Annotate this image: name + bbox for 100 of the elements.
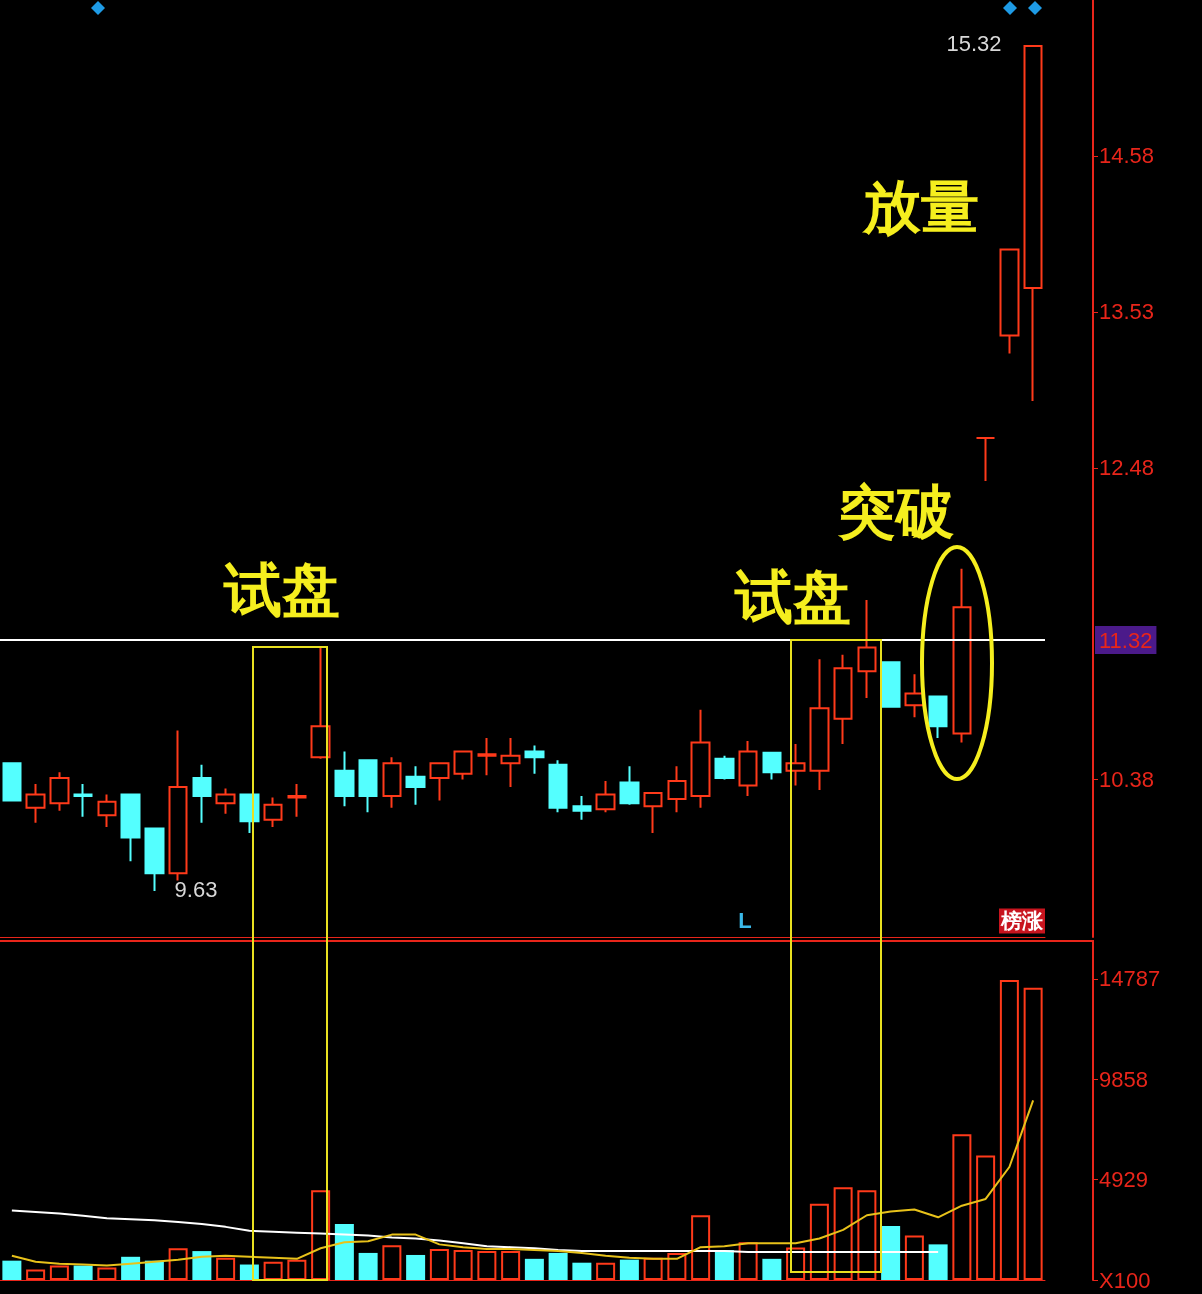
candlestick <box>857 598 877 699</box>
bar <box>1023 987 1043 1280</box>
bar <box>453 1250 473 1280</box>
bar <box>216 1257 236 1280</box>
bar <box>596 1262 616 1280</box>
candlestick <box>667 765 687 814</box>
bar <box>263 1261 283 1280</box>
bar <box>73 1265 93 1280</box>
candlestick <box>999 248 1020 355</box>
candlestick <box>714 754 735 781</box>
y-tick-label: 4929 <box>1099 1167 1148 1193</box>
annotation: 突破 <box>837 478 954 546</box>
y-tick-label: 10.38 <box>1099 767 1155 793</box>
bar <box>952 1134 972 1280</box>
line-series <box>10 1099 1035 1267</box>
candlestick <box>572 794 592 821</box>
bar <box>287 1259 307 1280</box>
bar <box>572 1262 592 1280</box>
candlestick <box>524 744 545 775</box>
bar <box>501 1251 521 1280</box>
candlestick <box>548 759 568 814</box>
candlestick <box>25 783 46 824</box>
bar <box>857 1190 877 1280</box>
candlestick <box>833 653 853 745</box>
bar <box>524 1258 544 1280</box>
candlestick <box>738 739 758 797</box>
annotation: L <box>738 907 752 933</box>
candlestick <box>120 793 141 863</box>
bar <box>26 1269 46 1280</box>
bar <box>406 1254 426 1280</box>
candlestick <box>595 780 616 814</box>
candlestick <box>975 437 996 483</box>
candlestick <box>49 771 70 812</box>
bar <box>192 1251 212 1280</box>
candlestick <box>643 791 663 835</box>
annotation: 榜涨 <box>1000 909 1044 933</box>
bar <box>619 1259 639 1280</box>
candlestick <box>168 729 188 882</box>
ref-line-label: 11.32 <box>1099 627 1153 653</box>
candlestick <box>690 708 711 809</box>
bar <box>121 1256 141 1280</box>
candlestick <box>880 661 901 708</box>
candlestick <box>287 783 307 818</box>
candlestick <box>310 646 331 760</box>
candlestick <box>2 762 22 802</box>
candlestick <box>952 567 972 744</box>
candlestick <box>477 737 497 777</box>
bar <box>2 1260 22 1280</box>
y-tick-label: X100 <box>1099 1267 1151 1293</box>
bar <box>999 979 1019 1280</box>
candlestick <box>500 737 521 789</box>
y-tick-label: 13.53 <box>1099 299 1155 325</box>
annotation: 15.32 <box>946 30 1002 56</box>
candlestick <box>809 658 830 791</box>
bar <box>904 1235 924 1280</box>
annotation: 试盘 <box>734 563 851 631</box>
candlestick <box>453 750 473 781</box>
bar <box>976 1155 996 1280</box>
bar <box>382 1245 402 1280</box>
bar <box>168 1248 188 1280</box>
candlestick <box>334 750 355 808</box>
bar <box>714 1250 734 1280</box>
bar <box>667 1252 687 1280</box>
candlestick <box>263 796 283 829</box>
candlestick <box>785 742 806 787</box>
candlestick <box>1023 45 1043 402</box>
bar <box>762 1258 782 1280</box>
bar <box>97 1267 117 1280</box>
candlestick <box>429 762 450 802</box>
candlestick <box>928 695 948 740</box>
y-tick-label: 12.48 <box>1099 455 1155 481</box>
candlestick <box>619 765 640 806</box>
bar <box>144 1260 164 1280</box>
candlestick <box>97 793 117 829</box>
candlestick <box>358 759 378 814</box>
candlestick <box>215 787 236 815</box>
bar <box>477 1251 497 1280</box>
bar <box>334 1224 354 1280</box>
candlestick <box>382 756 402 809</box>
bar <box>49 1265 69 1280</box>
bar <box>928 1244 948 1280</box>
line-series <box>10 1209 940 1254</box>
candlestick <box>405 765 426 806</box>
y-tick-label: 14.58 <box>1099 143 1155 169</box>
annotation: 放量 <box>862 173 979 241</box>
bar <box>833 1187 853 1280</box>
bar <box>429 1249 449 1280</box>
bar <box>691 1215 711 1280</box>
bar <box>548 1252 568 1280</box>
y-tick-label: 14787 <box>1099 966 1161 992</box>
bar <box>881 1226 901 1280</box>
candlestick <box>144 827 165 892</box>
candlestick <box>73 783 93 818</box>
candlestick <box>762 751 782 781</box>
bar <box>643 1257 663 1280</box>
candlestick <box>192 763 212 824</box>
annotation: 试盘 <box>223 556 340 624</box>
bar <box>738 1242 758 1280</box>
y-tick-label: 9858 <box>1099 1066 1148 1092</box>
annotation: 9.63 <box>174 876 218 902</box>
